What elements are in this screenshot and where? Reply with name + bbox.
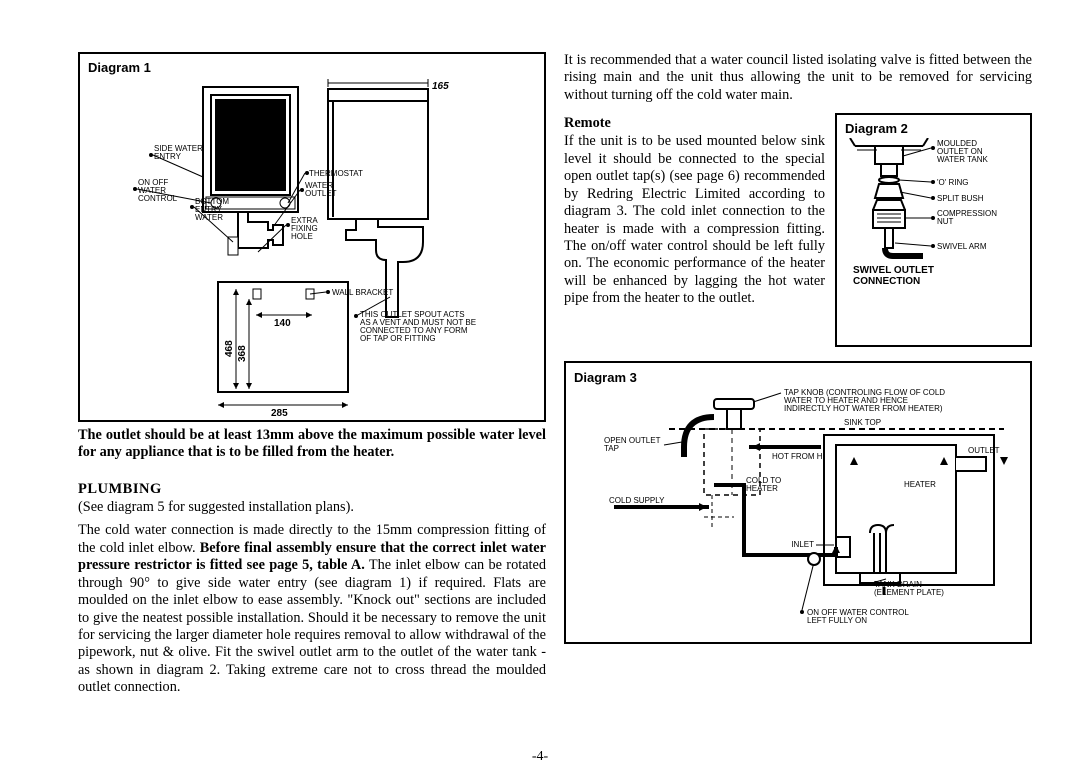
lbl-water-outlet: WATEROUTLET (305, 181, 337, 198)
dim-468: 468 (224, 340, 235, 357)
top-right-para: It is recommended that a water council l… (564, 52, 1032, 104)
dim-140: 140 (274, 318, 291, 329)
lbl-thermostat: THERMOSTAT (309, 169, 363, 178)
d2-caption: SWIVEL OUTLETCONNECTION (853, 265, 934, 287)
d2-compnut: COMPRESSIONNUT (937, 209, 997, 226)
d3-coldto: COLD TOHEATER (746, 476, 781, 493)
d2-moulded: MOULDEDOUTLET ONWATER TANK (937, 139, 988, 164)
plumbing-body: The cold water connection is made direct… (78, 522, 546, 696)
dim-165: 165 (432, 81, 449, 92)
diagram-2-svg: MOULDEDOUTLET ONWATER TANK 'O' RING SPLI… (845, 138, 1025, 343)
diagram1-caption: The outlet should be at least 13mm above… (78, 427, 546, 462)
lbl-wall-bracket: WALL BRACKET (332, 288, 393, 297)
d3-coldsupply: COLD SUPPLY (609, 496, 665, 505)
d3-openoutlet: OPEN OUTLETTAP (604, 436, 661, 453)
d3-tapknob: TAP KNOB (CONTROLING FLOW OF COLD WATER … (784, 388, 947, 413)
diagram-2-box: Diagram 2 (835, 113, 1032, 347)
diagram-3-box: Diagram 3 TAP KNOB (CONTROLING FLOW OF C… (564, 361, 1032, 644)
dim-285: 285 (271, 408, 288, 417)
dim-368: 368 (237, 345, 248, 362)
diagram-1-svg: 165 140 468 36 (88, 77, 536, 417)
d3-sinktop: SINK TOP (844, 418, 881, 427)
d2-oring: 'O' RING (937, 178, 969, 187)
plumbing-head: PLUMBING (78, 481, 546, 498)
remote-para: If the unit is to be used mounted below … (564, 133, 825, 307)
lbl-extra-fix: EXTRAFIXINGHOLE (291, 216, 318, 241)
diagram-1-title: Diagram 1 (88, 60, 536, 75)
d2-splitbush: SPLIT BUSH (937, 194, 984, 203)
diagram-3-title: Diagram 3 (574, 370, 637, 385)
d3-onoff: ON OFF WATER CONTROLLEFT FULLY ON (807, 608, 909, 625)
d3-outlet: OUTLET (968, 446, 1000, 455)
d3-inlet: INLET (791, 540, 814, 549)
diagram-1-box: Diagram 1 (78, 52, 546, 422)
lbl-spout-note: THIS OUTLET SPOUT ACTS AS A VENT AND MUS… (360, 310, 478, 343)
remote-head: Remote (564, 115, 825, 132)
d2-swivelarm: SWIVEL ARM (937, 242, 987, 251)
lbl-onoff: ON OFFWATERCONTROL (138, 178, 178, 203)
diagram-3-svg: TAP KNOB (CONTROLING FLOW OF COLD WATER … (574, 387, 1022, 639)
page-number: -4- (0, 749, 1080, 765)
plumbing-intro: (See diagram 5 for suggested installatio… (78, 499, 546, 516)
d3-heater: HEATER (904, 480, 936, 489)
lbl-side-water: SIDE WATERENTRY (154, 144, 203, 161)
plumbing-body-2: The inlet elbow can be rotated through 9… (78, 557, 546, 695)
diagram-2-title: Diagram 2 (845, 121, 1022, 136)
